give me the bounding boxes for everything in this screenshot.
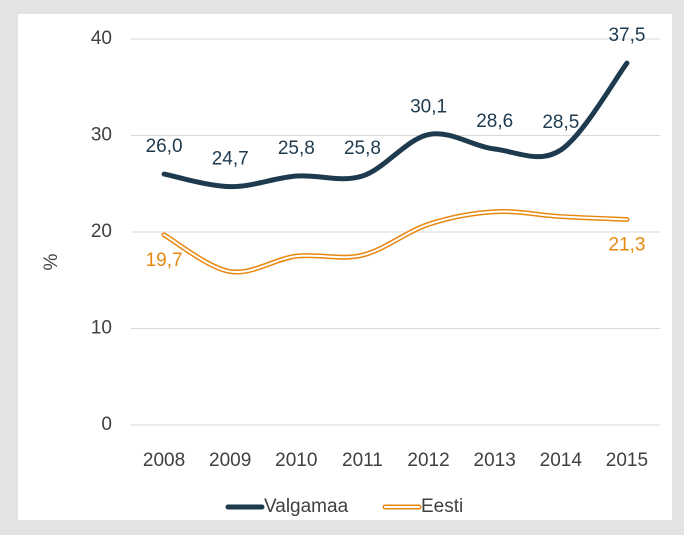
data-label: 28,6 [476,111,513,132]
data-label: 19,7 [146,250,183,271]
y-tick-label: 20 [91,221,112,242]
legend-label: Eesti [421,496,463,517]
data-label: 21,3 [608,234,645,255]
data-label: 25,8 [344,138,381,159]
x-tick-label: 2013 [474,450,516,471]
x-tick-label: 2014 [540,450,583,471]
y-tick-label: 40 [91,28,112,49]
data-label: 28,5 [542,112,579,133]
y-tick-label: 0 [101,414,112,435]
x-tick-label: 2015 [606,450,648,471]
panel [18,14,672,520]
x-tick-label: 2008 [143,450,185,471]
data-label: 24,7 [212,149,249,170]
data-label: 25,8 [278,138,315,159]
x-tick-label: 2011 [342,450,383,471]
x-tick-label: 2010 [275,450,317,471]
data-label: 37,5 [608,25,645,46]
x-tick-label: 2012 [407,450,449,471]
data-label: 26,0 [146,136,183,157]
legend-label: Valgamaa [264,496,349,517]
y-tick-label: 10 [91,318,112,339]
line-inner [163,210,628,274]
x-tick-label: 2009 [209,450,251,471]
y-axis-label: % [41,253,62,270]
data-label: 30,1 [410,97,447,118]
y-tick-label: 30 [91,125,112,146]
line [161,60,630,190]
